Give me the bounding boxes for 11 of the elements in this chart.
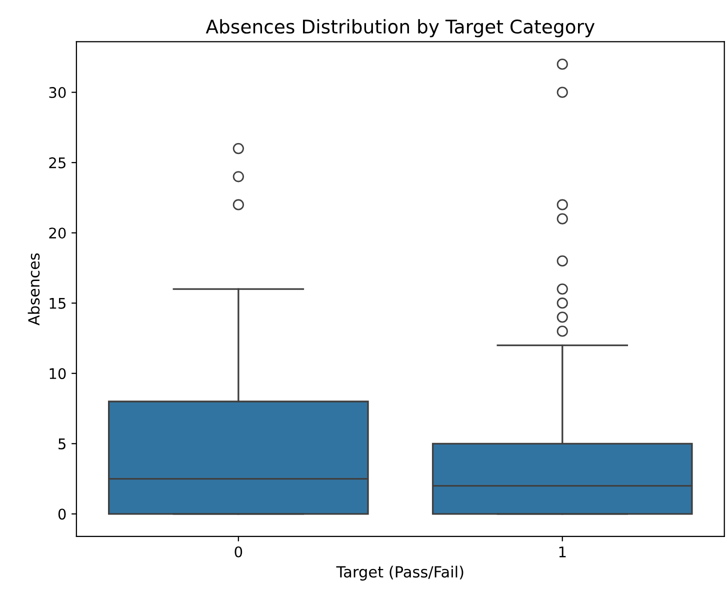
- chart-title: Absences Distribution by Target Category: [206, 19, 595, 38]
- x-tick-label: 1: [559, 546, 566, 558]
- y-tick-label: 30: [49, 87, 66, 98]
- x-axis-title: Target (Pass/Fail): [336, 566, 464, 581]
- y-tick-label: 0: [58, 508, 66, 520]
- y-tick-label: 25: [49, 157, 66, 168]
- y-tick-label: 10: [50, 368, 66, 380]
- y-tick-label: 15: [50, 298, 66, 309]
- y-tick-label: 5: [58, 438, 66, 450]
- y-axis-title: Absences: [28, 253, 40, 326]
- y-tick-label: 20: [49, 228, 66, 239]
